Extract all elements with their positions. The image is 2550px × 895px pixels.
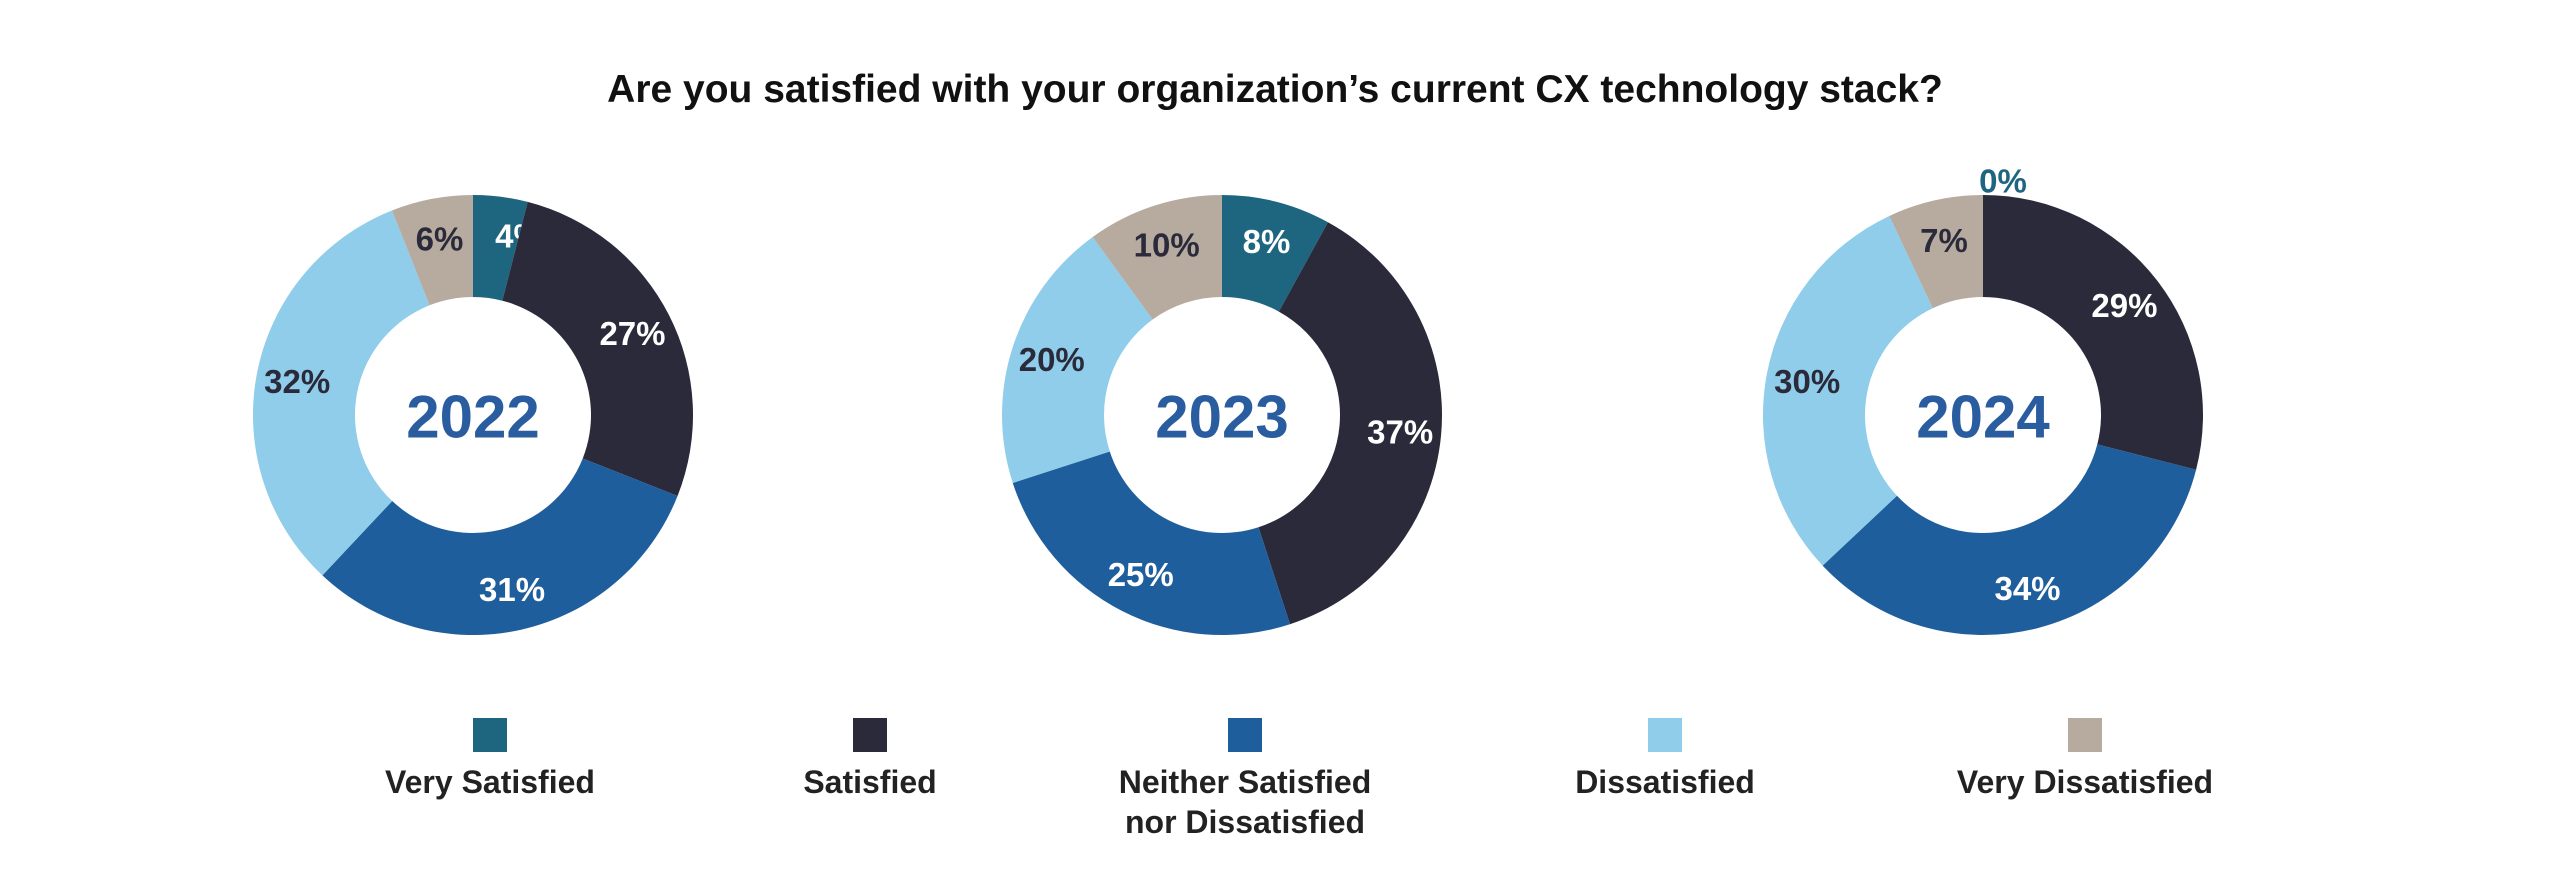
slice-2023-dissatisfied bbox=[1002, 237, 1153, 483]
legend-label: Satisfied bbox=[803, 764, 937, 800]
donut-year-2024: 2024 bbox=[1916, 384, 2050, 451]
legend-item-very-satisfied: Very Satisfied bbox=[325, 718, 655, 802]
chart-title: Are you satisfied with your organization… bbox=[607, 68, 1943, 111]
slice-2024-dissatisfied bbox=[1763, 215, 1933, 566]
slice-label-2022-dissatisfied: 32% bbox=[264, 363, 330, 400]
slice-label-2023-satisfied: 37% bbox=[1367, 413, 1433, 450]
legend-label: Dissatisfied bbox=[1575, 764, 1755, 800]
legend-label: Very Satisfied bbox=[385, 764, 595, 800]
slice-2023-very-dissatisfied bbox=[1092, 195, 1222, 320]
slice-label-2023-very-dissatisfied: 10% bbox=[1134, 226, 1200, 263]
legend-swatch bbox=[1648, 718, 1682, 752]
slice-2022-very-dissatisfied bbox=[392, 195, 473, 306]
legend-label: Very Dissatisfied bbox=[1956, 764, 2214, 800]
legend-item-very-dissatisfied: Very Dissatisfied bbox=[1920, 718, 2250, 802]
slice-2024-neither-satisfied-nor-dissatisfied bbox=[1822, 444, 2197, 635]
legend-item-neither-satisfied-nor-dissatisfied: Neither Satisfied nor Dissatisfied bbox=[1080, 718, 1410, 842]
slice-label-2024-very-dissatisfied: 7% bbox=[1920, 222, 1968, 259]
legend-label: Neither Satisfied nor Dissatisfied bbox=[1118, 764, 1372, 840]
slice-label-2023-neither-satisfied-nor-dissatisfied: 25% bbox=[1108, 556, 1174, 593]
legend-swatch bbox=[2068, 718, 2102, 752]
legend-swatch bbox=[853, 718, 887, 752]
slice-2024-satisfied bbox=[1983, 195, 2204, 470]
slice-2022-very-satisfied bbox=[473, 195, 528, 301]
legend-swatch bbox=[473, 718, 507, 752]
slice-2023-neither-satisfied-nor-dissatisfied bbox=[1012, 451, 1290, 635]
slice-label-2022-neither-satisfied-nor-dissatisfied: 31% bbox=[479, 571, 545, 608]
slice-2022-neither-satisfied-nor-dissatisfied bbox=[322, 458, 678, 635]
slice-2023-satisfied bbox=[1258, 222, 1442, 625]
slice-label-2024-neither-satisfied-nor-dissatisfied: 34% bbox=[1994, 570, 2060, 607]
legend-item-dissatisfied: Dissatisfied bbox=[1500, 718, 1830, 802]
slice-label-2023-dissatisfied: 20% bbox=[1019, 341, 1085, 378]
slice-label-2022-very-dissatisfied: 6% bbox=[416, 221, 464, 258]
slice-2022-satisfied bbox=[502, 201, 694, 496]
slice-label-2024-dissatisfied: 30% bbox=[1774, 363, 1840, 400]
donut-year-2023: 2023 bbox=[1155, 384, 1288, 451]
donut-year-2022: 2022 bbox=[406, 384, 539, 451]
slice-2023-very-satisfied bbox=[1222, 195, 1328, 312]
legend-swatch bbox=[1228, 718, 1262, 752]
donut-charts: 4%27%31%32%6%20228%37%25%20%10%20230%29%… bbox=[253, 163, 2204, 635]
slice-label-2023-very-satisfied: 8% bbox=[1243, 223, 1291, 260]
slice-2022-dissatisfied bbox=[253, 210, 430, 576]
slice-label-2024-very-satisfied: 0% bbox=[1979, 163, 2027, 200]
legend-item-satisfied: Satisfied bbox=[705, 718, 1035, 802]
slice-2024-very-dissatisfied bbox=[1889, 195, 1983, 309]
slice-label-2024-satisfied: 29% bbox=[2091, 287, 2157, 324]
slice-label-2022-satisfied: 27% bbox=[599, 315, 665, 352]
